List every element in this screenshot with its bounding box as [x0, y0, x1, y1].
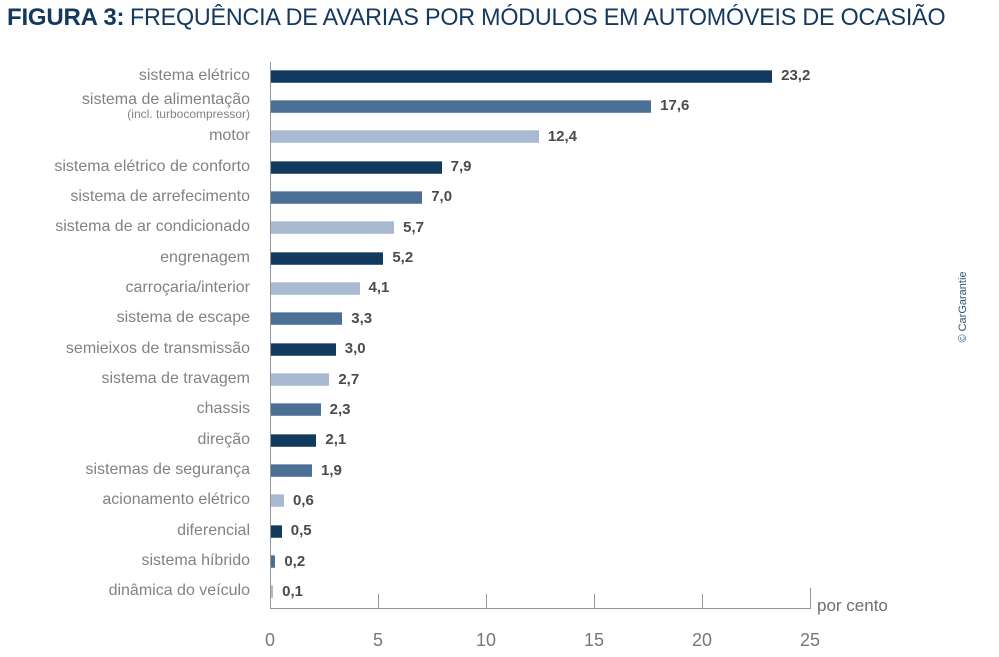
- category-label: carroçaria/interior: [0, 279, 250, 296]
- axis-tick-label-20: 20: [691, 630, 713, 650]
- category-label-text: sistema elétrico: [138, 66, 250, 84]
- bar-15: [271, 494, 284, 508]
- category-label-text: acionamento elétrico: [102, 491, 250, 509]
- value-label: 7,9: [450, 158, 472, 176]
- bar-14: [271, 464, 313, 478]
- category-label: dinâmica do veículo: [0, 582, 250, 599]
- bar-4: [271, 160, 442, 174]
- bar-5: [271, 190, 423, 204]
- bar-3: [271, 130, 539, 144]
- value-label: 5,7: [403, 218, 424, 236]
- bar-9: [271, 312, 343, 326]
- value-label: 3,3: [351, 309, 373, 327]
- category-label: sistema de escape: [0, 309, 250, 326]
- category-label-text: direção: [197, 430, 250, 448]
- axis-tick-5: [378, 594, 379, 608]
- category-label: engrenagem: [0, 249, 250, 266]
- category-label-text: diferencial: [177, 521, 250, 539]
- bar-17: [271, 555, 276, 569]
- category-label-text: sistema de escape: [116, 309, 250, 327]
- category-label-text: dinâmica do veículo: [108, 582, 250, 600]
- category-label: acionamento elétrico: [0, 491, 250, 508]
- axis-tick-25: [810, 588, 811, 608]
- bar-6: [271, 221, 395, 235]
- category-label-text: sistema de arrefecimento: [70, 187, 250, 205]
- category-label: sistema elétrico de conforto: [0, 158, 250, 175]
- category-label: sistema de ar condicionado: [0, 218, 250, 235]
- axis-tick-15: [594, 594, 595, 608]
- copyright-credit: © CarGarantie: [957, 271, 969, 343]
- bar-18: [271, 585, 274, 599]
- value-label: 2,7: [338, 370, 360, 388]
- value-label: 1,9: [321, 461, 342, 479]
- category-label: sistema de alimentação (incl. turbocompre…: [0, 91, 250, 120]
- value-label: 23,2: [781, 67, 811, 84]
- figure-title-prefix: FIGURA 3:: [7, 4, 125, 31]
- category-label: sistemas de segurança: [0, 461, 250, 478]
- category-label-text: sistema de ar condicionado: [55, 218, 250, 236]
- value-label: 0,2: [284, 552, 306, 570]
- bar-1: [271, 69, 773, 83]
- value-label: 17,6: [660, 97, 690, 115]
- value-label: 5,2: [392, 249, 414, 267]
- category-label-text: semieixos de transmissão: [65, 339, 250, 357]
- bar-2: [271, 99, 652, 113]
- bar-11: [271, 373, 330, 386]
- bar-16: [271, 524, 282, 538]
- category-label: sistema de travagem: [0, 370, 250, 387]
- axis-tick-label-0: 0: [264, 630, 275, 650]
- value-label: 0,5: [290, 522, 312, 540]
- category-label: semieixos de transmissão: [0, 340, 250, 357]
- category-label-text: chassis: [196, 400, 250, 418]
- category-label-text: sistema de alimentação: [81, 90, 250, 108]
- figure-title-text: FREQUÊNCIA DE AVARIAS POR MÓDULOS EM AUT…: [130, 4, 946, 31]
- value-label: 2,1: [325, 431, 347, 449]
- bar-7: [271, 251, 384, 265]
- category-label: chassis: [0, 400, 250, 417]
- category-label: sistema elétrico: [0, 67, 250, 84]
- category-label-text: sistemas de segurança: [85, 461, 250, 479]
- category-label-text: sistema de travagem: [101, 370, 250, 387]
- category-label-text: carroçaria/interior: [125, 278, 250, 296]
- category-axis-line: [270, 62, 271, 608]
- value-axis-label: por cento: [817, 596, 888, 615]
- value-label: 3,0: [344, 340, 366, 358]
- bar-8: [271, 281, 360, 295]
- axis-tick-20: [702, 594, 703, 608]
- bar-12: [271, 403, 321, 417]
- axis-tick-label-5: 5: [372, 630, 383, 650]
- figure-title: FIGURA 3: FREQUÊNCIA DE AVARIAS POR MÓDUL…: [7, 3, 971, 33]
- category-label: motor: [0, 127, 250, 144]
- category-label-text: sistema híbrido: [141, 552, 251, 570]
- category-label: sistema híbrido: [0, 552, 251, 570]
- value-label: 0,6: [292, 491, 314, 509]
- category-label: sistema de arrefecimento: [0, 188, 250, 205]
- value-label: 12,4: [547, 127, 578, 145]
- axis-tick-label-15: 15: [583, 630, 605, 650]
- category-label-text: sistema elétrico de conforto: [54, 157, 250, 175]
- category-label: diferencial: [0, 522, 250, 539]
- value-label: 7,0: [431, 188, 453, 206]
- axis-tick-label-10: 10: [475, 630, 497, 650]
- axis-tick-10: [486, 594, 487, 608]
- category-label: direção: [0, 431, 250, 448]
- value-label: 4,1: [368, 279, 390, 297]
- bar-13: [271, 433, 317, 447]
- axis-tick-label-25: 25: [799, 630, 821, 650]
- value-axis-line: [270, 608, 811, 609]
- value-label: 0,1: [282, 582, 304, 600]
- value-label: 2,3: [329, 400, 351, 418]
- category-label-text: engrenagem: [160, 248, 250, 266]
- category-label-text: motor: [209, 127, 250, 145]
- category-sublabel-text: (incl. turbocompressor): [127, 106, 250, 121]
- bar-10: [271, 342, 336, 356]
